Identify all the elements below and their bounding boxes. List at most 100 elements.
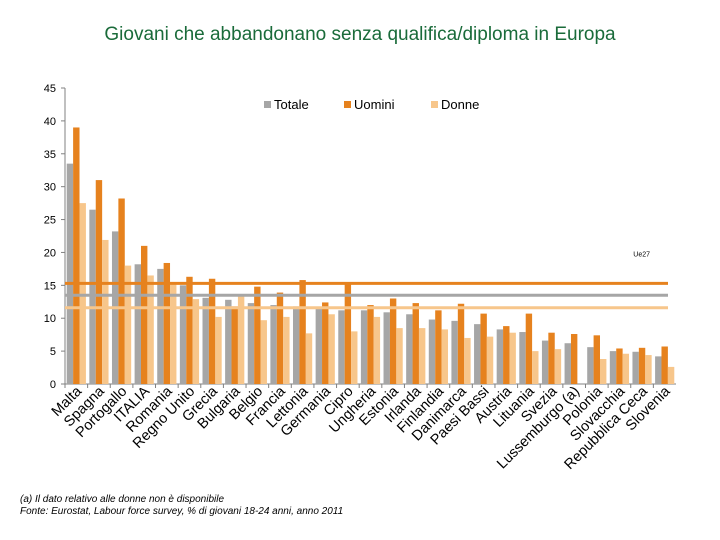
bar-totale-italia (134, 264, 142, 384)
x-axis-labels: MaltaSpagnaPortogalloITALIARomaniaRegno … (49, 383, 674, 473)
y-tick-label-45: 45 (44, 83, 56, 95)
bar-uomini-germania (322, 302, 329, 384)
bar-uomini-lettonia (299, 280, 306, 384)
reference-lines-group: Ue27 (65, 251, 668, 310)
bar-donne-malta (79, 203, 86, 384)
bar-uomini-italia (141, 245, 148, 384)
chart-title: Giovani che abbandonano senza qualifica/… (104, 24, 616, 45)
bar-totale-slovacchia (609, 351, 617, 384)
legend-swatch-donne (431, 101, 438, 108)
bar-donne-estonia (396, 328, 403, 384)
bar-donne-grecia (215, 316, 222, 384)
bar-totale-germania (315, 308, 323, 384)
y-tick-label-30: 30 (44, 182, 56, 194)
bar-totale-bulgaria (225, 299, 232, 384)
bar-totale-austria (496, 329, 504, 384)
source-note: Fonte: Eurostat, Labour force survey, % … (20, 506, 344, 517)
bar-donne-bulgaria (237, 295, 245, 384)
y-tick-label-0: 0 (50, 379, 56, 391)
bar-uomini-repubblica-ceca (638, 347, 646, 384)
footnote: (a) Il dato relativo alle donne non è di… (20, 494, 225, 505)
bar-uomini-malta (73, 127, 80, 384)
bar-donne-austria (509, 332, 516, 384)
bar-uomini-lituania (525, 313, 533, 384)
bar-uomini-svezia (548, 332, 555, 384)
bars-group (64, 127, 675, 388)
bar-donne-belgio (260, 320, 267, 384)
y-tick-label-35: 35 (44, 149, 56, 161)
bar-uomini-paesi-bassi (480, 313, 487, 384)
bar-uomini-lussemburgo-a (570, 334, 578, 384)
bar-uomini-regno-unito (186, 276, 193, 384)
bar-uomini-cipro (344, 282, 352, 384)
bar-totale-paesi-bassi (474, 324, 481, 384)
bar-donne-spagna (102, 239, 109, 384)
bar-uomini-finlandia (435, 310, 442, 384)
bar-uomini-belgio (254, 286, 261, 384)
bar-totale-malta (66, 163, 74, 384)
bar-uomini-danimarca (457, 303, 465, 384)
bar-uomini-ungheria (367, 305, 374, 384)
bar-donne-polonia (599, 359, 607, 384)
bar-totale-regno-unito (179, 285, 187, 384)
bar-uomini-austria (503, 326, 510, 384)
legend-label-uomini: Uomini (354, 97, 395, 112)
bar-totale-repubblica-ceca (632, 351, 639, 384)
bar-uomini-grecia (208, 278, 216, 384)
bar-totale-irlanda (406, 314, 413, 384)
bar-donne-germania (328, 314, 335, 384)
bar-totale-finlandia (428, 319, 436, 384)
bar-donne-ungheria (373, 316, 381, 384)
reference-line-label: Ue27 (633, 251, 650, 258)
bar-totale-polonia (587, 347, 594, 384)
bar-donne-paesi-bassi (486, 336, 494, 384)
bar-donne-lituania (532, 351, 539, 384)
bar-totale-lituania (519, 332, 526, 384)
bar-donne-francia (283, 316, 290, 384)
bar-donne-danimarca (464, 337, 471, 384)
bar-donne-irlanda (418, 328, 426, 384)
legend: Totale Uomini Donne (264, 97, 479, 112)
y-tick-label-15: 15 (44, 280, 56, 292)
bar-donne-svezia (554, 349, 562, 384)
chart-notes: (a) Il dato relativo alle donne non è di… (20, 494, 343, 518)
bar-donne-romania (170, 284, 177, 384)
bar-donne-slovacchia (622, 353, 630, 384)
bar-totale-slovenia (655, 356, 662, 384)
legend-label-totale: Totale (274, 97, 309, 112)
bar-donne-finlandia (441, 329, 448, 384)
bar-totale-grecia (202, 297, 209, 384)
bar-uomini-bulgaria (231, 306, 238, 384)
bar-uomini-polonia (593, 335, 600, 384)
bar-totale-belgio (247, 303, 255, 384)
y-tick-label-10: 10 (44, 313, 56, 325)
bar-totale-cipro (338, 310, 345, 384)
bar-totale-romania (157, 268, 164, 384)
bar-donne-regno-unito (192, 299, 200, 384)
bar-donne-cipro (351, 331, 358, 384)
bar-donne-slovenia (667, 366, 675, 384)
bar-totale-spagna (89, 209, 96, 384)
bar-uomini-slovacchia (616, 348, 623, 384)
bar-uomini-francia (276, 292, 284, 384)
y-tick-label-40: 40 (44, 116, 56, 128)
bar-totale-lussemburgo-a (564, 343, 571, 384)
y-tick-label-20: 20 (44, 247, 56, 259)
legend-label-donne: Donne (441, 97, 479, 112)
bar-uomini-portogallo (118, 198, 125, 384)
bar-uomini-romania (163, 262, 171, 384)
bar-totale-francia (270, 305, 277, 384)
bar-totale-lettonia (293, 306, 300, 384)
bar-donne-lettonia (305, 333, 313, 384)
bar-donne-portogallo (124, 265, 132, 384)
bar-totale-svezia (541, 340, 549, 384)
bar-donne-italia (147, 275, 154, 384)
legend-swatch-totale (264, 101, 271, 108)
bar-uomini-irlanda (412, 303, 419, 384)
bar-totale-ungheria (360, 310, 368, 384)
bar-uomini-estonia (389, 298, 397, 384)
legend-swatch-uomini (344, 101, 351, 108)
y-tick-label-25: 25 (44, 215, 56, 227)
bar-donne-repubblica-ceca (645, 355, 652, 384)
